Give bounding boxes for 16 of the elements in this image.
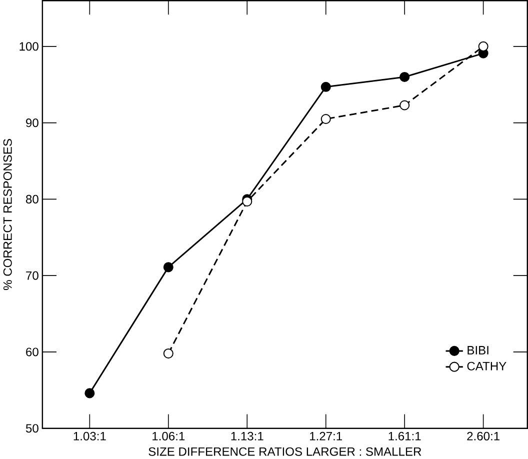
y-tick-label: 90 — [26, 118, 38, 127]
legend-label: CATHY — [467, 362, 506, 370]
y-tick-label: 50 — [26, 424, 38, 433]
x-tick-label: 1.06:1 — [152, 432, 185, 440]
y-tick-label: 80 — [26, 194, 38, 204]
y-tick-label: 100 — [20, 42, 38, 51]
x-tick-label: 1.27:1 — [310, 432, 342, 440]
y-tick-label: 60 — [26, 348, 38, 356]
legend-label: BIBI — [468, 346, 488, 354]
y-tick-label: 70 — [26, 271, 38, 280]
x-tick-label: 1.13:1 — [231, 432, 264, 440]
x-tick-label: 1.61:1 — [388, 432, 421, 440]
y-axis-title: % CORRECT RESPONSES — [3, 138, 12, 290]
x-axis-title: SIZE DIFFERENCE RATIOS LARGER : SMALLER — [148, 447, 422, 456]
x-tick-label: 2.60:1 — [467, 432, 500, 440]
x-tick-label: 1.03:1 — [74, 432, 106, 440]
